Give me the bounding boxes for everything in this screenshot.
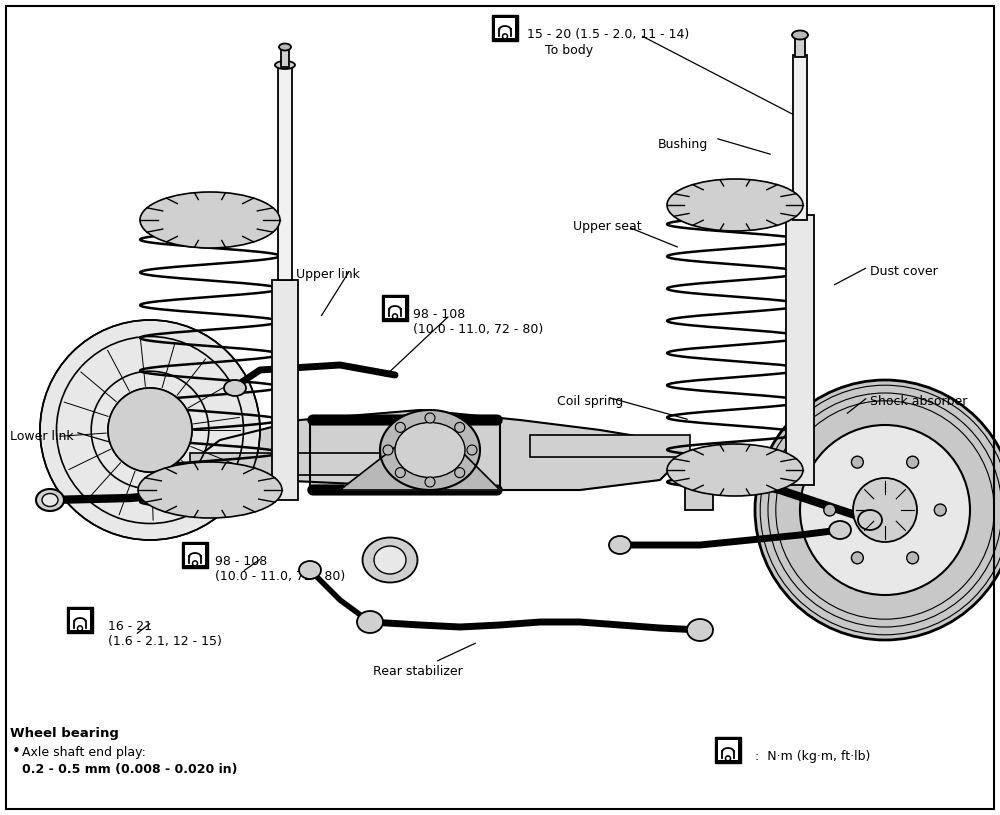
Text: Rear stabilizer: Rear stabilizer [373,665,463,678]
Bar [70,610,90,630]
Ellipse shape [275,61,295,69]
Bar [278,65,292,280]
Text: 16 - 21: 16 - 21 [108,620,152,633]
Circle shape [425,413,435,423]
Ellipse shape [858,510,882,530]
Text: Axle shaft end play:: Axle shaft end play: [22,746,146,759]
Circle shape [824,504,836,516]
Text: •: • [12,744,21,759]
Ellipse shape [36,489,64,511]
Ellipse shape [279,43,291,51]
Ellipse shape [609,536,631,554]
Circle shape [800,425,970,595]
Bar [67,607,93,632]
Ellipse shape [395,422,465,478]
Ellipse shape [667,444,803,496]
Circle shape [455,422,465,433]
Circle shape [467,445,477,455]
Text: (10.0 - 11.0, 72 - 80): (10.0 - 11.0, 72 - 80) [413,323,543,336]
Bar [718,740,738,760]
Ellipse shape [374,546,406,574]
Text: Upper link: Upper link [296,268,360,281]
Circle shape [853,478,917,542]
Ellipse shape [224,380,246,396]
Text: Wheel bearing: Wheel bearing [10,727,119,740]
Ellipse shape [380,410,480,490]
Bar [685,475,713,510]
Circle shape [383,445,393,455]
Bar [495,18,515,37]
Circle shape [455,468,465,478]
Circle shape [395,468,405,478]
Ellipse shape [667,179,803,231]
Bar [786,215,814,485]
Text: Coil spring: Coil spring [557,395,623,408]
Polygon shape [180,410,680,490]
Bar [182,543,208,567]
Ellipse shape [138,462,282,518]
Circle shape [907,456,919,468]
Circle shape [108,388,192,472]
Ellipse shape [42,494,58,506]
Bar [492,15,518,41]
Ellipse shape [792,30,808,39]
Ellipse shape [357,611,383,633]
Ellipse shape [140,192,280,248]
Text: Dust cover: Dust cover [870,265,938,278]
Circle shape [755,380,1000,640]
Polygon shape [340,420,500,490]
Text: 98 - 108: 98 - 108 [413,308,465,321]
Bar [185,545,205,565]
Bar [793,55,807,220]
Ellipse shape [362,538,418,583]
Text: Bushing: Bushing [658,138,708,151]
Text: Upper seat: Upper seat [573,220,642,233]
Bar [190,453,380,475]
Bar [530,435,690,457]
Text: (1.6 - 2.1, 12 - 15): (1.6 - 2.1, 12 - 15) [108,635,222,648]
Bar [382,295,408,320]
Text: Lower link: Lower link [10,430,74,443]
Circle shape [907,552,919,564]
Circle shape [395,422,405,433]
Text: Shock absorber: Shock absorber [870,395,967,408]
Text: 15 - 20 (1.5 - 2.0, 11 - 14): 15 - 20 (1.5 - 2.0, 11 - 14) [527,28,689,41]
Text: (10.0 - 11.0, 72 - 80): (10.0 - 11.0, 72 - 80) [215,570,345,583]
Bar [795,35,805,57]
Text: 98 - 108: 98 - 108 [215,555,267,568]
Bar [272,280,298,500]
Ellipse shape [829,521,851,539]
Text: :  N·m (kg·m, ft·lb): : N·m (kg·m, ft·lb) [755,750,870,763]
Circle shape [934,504,946,516]
Ellipse shape [687,619,713,641]
Circle shape [425,477,435,487]
Text: 0.2 - 0.5 mm (0.008 - 0.020 in): 0.2 - 0.5 mm (0.008 - 0.020 in) [22,763,238,776]
Polygon shape [310,420,500,490]
Bar [281,47,289,67]
Text: To body: To body [545,44,593,57]
Circle shape [851,552,863,564]
Circle shape [40,320,260,540]
Bar [385,298,405,318]
Bar [715,738,741,763]
Ellipse shape [299,561,321,579]
Circle shape [851,456,863,468]
